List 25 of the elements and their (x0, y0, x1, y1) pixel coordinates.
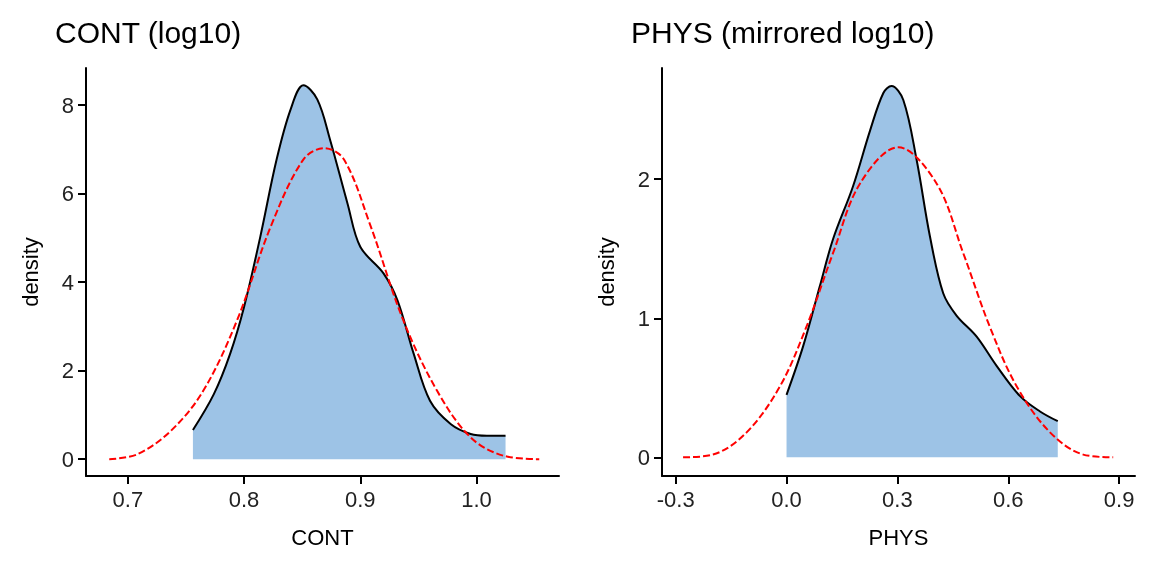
x-tick-label: 0.6 (992, 486, 1024, 512)
x-tick-label: -0.3 (656, 486, 695, 512)
x-tick-label: 0.3 (882, 486, 913, 512)
y-axis-title: density (17, 237, 43, 307)
x-tick-label: 1.0 (461, 486, 492, 512)
x-axis-title: CONT (291, 524, 354, 550)
line-series (682, 146, 1115, 459)
y-tick-label: 2 (637, 166, 650, 192)
y-tick-label: 0 (61, 446, 74, 472)
x-tick-label: 0.9 (344, 486, 376, 512)
y-axis-title: density (593, 237, 619, 307)
x-tick-label: 0.9 (1103, 486, 1135, 512)
line-series (108, 147, 541, 461)
y-tick-label: 1 (637, 305, 650, 331)
y-tick-label: 6 (61, 181, 74, 207)
y-tick-label: 8 (61, 92, 74, 118)
y-tick-label: 2 (61, 358, 74, 384)
chart-title: CONT (log10) (55, 15, 242, 49)
x-tick-label: 0.7 (112, 486, 144, 512)
chart-title: PHYS (mirrored log10) (631, 15, 935, 49)
y-tick-label: 0 (637, 444, 650, 470)
x-axis-title: PHYS (868, 524, 929, 550)
x-tick-label: 0.0 (771, 486, 802, 512)
x-tick-label: 0.8 (228, 486, 260, 512)
y-tick-label: 4 (61, 269, 74, 295)
